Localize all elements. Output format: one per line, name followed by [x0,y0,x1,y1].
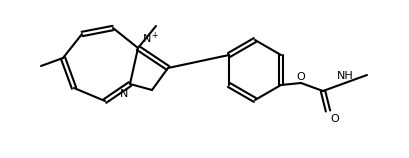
Text: O: O [296,72,305,82]
Text: N: N [119,89,128,99]
Text: N$^+$: N$^+$ [142,31,159,46]
Text: NH: NH [336,71,353,81]
Text: O: O [329,114,338,124]
